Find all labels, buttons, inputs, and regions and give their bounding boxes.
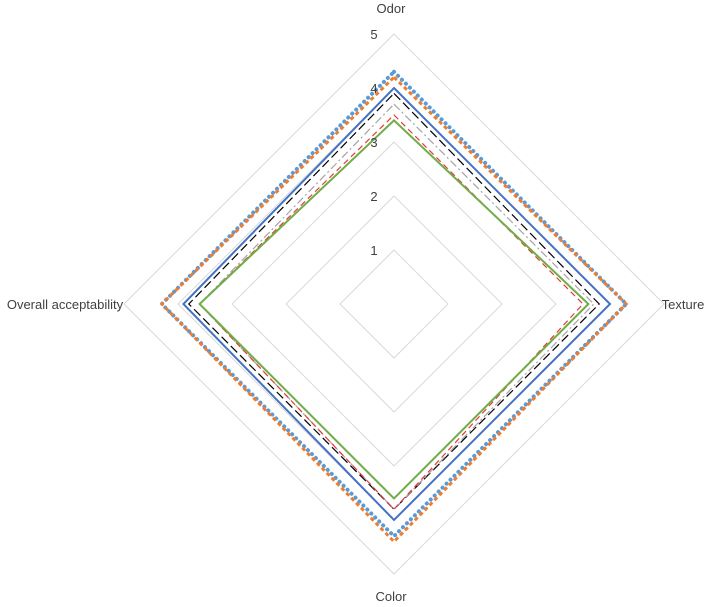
series-line-5: [198, 103, 595, 511]
series-line-1: [158, 68, 630, 540]
axis-label-overall-acceptability: Overall acceptability: [7, 297, 124, 312]
grid-ring-3: [231, 141, 557, 467]
tick-label-3: 3: [370, 135, 377, 150]
tick-label-5: 5: [370, 27, 377, 42]
grid-ring-2: [285, 195, 503, 413]
series-line-7: [198, 119, 590, 500]
series-layer: [158, 68, 630, 544]
grid-ring-1: [339, 249, 449, 359]
grid-ring-4: [177, 87, 611, 521]
axis-label-odor: Odor: [377, 1, 407, 16]
axis-label-color: Color: [375, 589, 407, 604]
tick-label-2: 2: [370, 189, 377, 204]
series-line-2: [159, 75, 629, 544]
tick-label-1: 1: [370, 243, 377, 258]
tick-label-4: 4: [370, 81, 377, 96]
series-line-4: [187, 92, 601, 511]
tick-label-layer: 1 2 3 4 5: [370, 27, 377, 258]
axis-label-texture: Texture: [662, 297, 705, 312]
grid-ring-5: [123, 33, 665, 575]
series-line-3: [182, 86, 612, 522]
series-line-6: [198, 114, 584, 511]
